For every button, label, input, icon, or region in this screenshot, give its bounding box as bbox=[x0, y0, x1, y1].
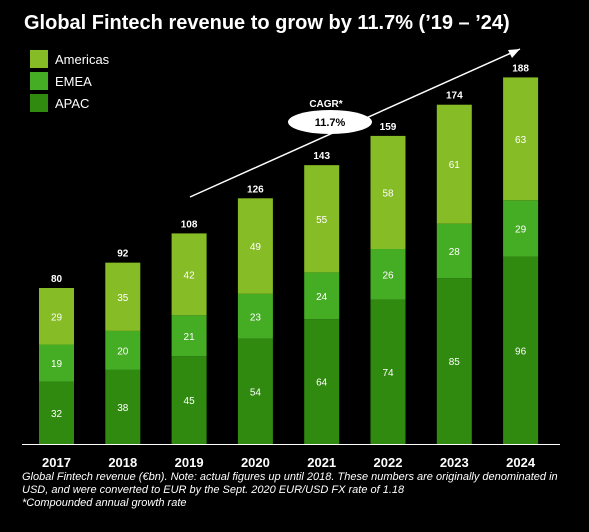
bar-label-emea-2023: 28 bbox=[449, 247, 461, 258]
chart-title: Global Fintech revenue to grow by 11.7% … bbox=[24, 12, 510, 34]
bar-label-americas-2020: 49 bbox=[250, 242, 262, 253]
total-label-2021: 143 bbox=[313, 151, 330, 162]
bar-label-americas-2018: 35 bbox=[117, 293, 129, 304]
bar-label-emea-2021: 24 bbox=[316, 292, 328, 303]
legend-swatch-emea bbox=[30, 72, 48, 90]
legend-label-apac: APAC bbox=[55, 95, 90, 111]
bar-americas-2019 bbox=[171, 233, 207, 316]
bar-apac-2018 bbox=[105, 369, 141, 444]
bar-apac-2020 bbox=[237, 338, 273, 444]
footnote-cagr: *Compounded annual growth rate bbox=[22, 497, 187, 509]
legend-item-emea: EMEA bbox=[30, 70, 109, 92]
x-tick-label-2021: 2021 bbox=[307, 455, 336, 470]
bar-emea-2023 bbox=[436, 223, 472, 279]
bar-label-apac-2022: 74 bbox=[382, 368, 394, 379]
x-tick-label-2022: 2022 bbox=[374, 455, 403, 470]
bar-label-americas-2022: 58 bbox=[382, 188, 394, 199]
bar-label-americas-2019: 42 bbox=[184, 270, 196, 281]
bar-emea-2018 bbox=[105, 330, 141, 370]
bar-label-apac-2020: 54 bbox=[250, 387, 262, 398]
bar-emea-2021 bbox=[304, 272, 340, 320]
total-label-2017: 80 bbox=[51, 274, 63, 285]
bar-americas-2021 bbox=[304, 165, 340, 273]
bar-label-americas-2017: 29 bbox=[51, 312, 63, 323]
footnotes: Global Fintech revenue (€bn). Note: actu… bbox=[22, 471, 582, 510]
bar-apac-2024 bbox=[503, 256, 539, 444]
cagr-value: 11.7% bbox=[315, 117, 346, 129]
bar-label-americas-2021: 55 bbox=[316, 215, 328, 226]
legend: Americas EMEA APAC bbox=[30, 48, 109, 114]
bar-label-americas-2024: 63 bbox=[515, 135, 527, 146]
bar-label-apac-2019: 45 bbox=[184, 396, 196, 407]
x-tick-label-2020: 2020 bbox=[241, 455, 270, 470]
bar-americas-2020 bbox=[237, 198, 273, 294]
bar-label-emea-2022: 26 bbox=[382, 270, 394, 281]
total-label-2024: 188 bbox=[512, 63, 529, 74]
bar-emea-2017 bbox=[39, 344, 74, 382]
bar-apac-2023 bbox=[436, 278, 472, 444]
total-label-2018: 92 bbox=[117, 249, 129, 260]
bar-americas-2023 bbox=[436, 104, 472, 224]
x-tick-label-2024: 2024 bbox=[506, 455, 536, 470]
legend-item-americas: Americas bbox=[30, 48, 109, 70]
x-tick-label-2023: 2023 bbox=[440, 455, 469, 470]
bar-emea-2022 bbox=[370, 249, 406, 300]
bar-apac-2017 bbox=[39, 381, 74, 444]
cagr-arrow-head bbox=[508, 49, 520, 58]
bar-label-apac-2024: 96 bbox=[515, 346, 527, 357]
total-label-2022: 159 bbox=[380, 122, 397, 133]
bar-label-apac-2021: 64 bbox=[316, 378, 328, 389]
cagr-label: CAGR* bbox=[309, 99, 342, 110]
bar-label-emea-2019: 21 bbox=[184, 332, 196, 343]
bar-label-emea-2018: 20 bbox=[117, 346, 129, 357]
bar-americas-2022 bbox=[370, 135, 406, 249]
bar-emea-2019 bbox=[171, 315, 207, 357]
bar-apac-2022 bbox=[370, 299, 406, 444]
bar-label-emea-2017: 19 bbox=[51, 359, 63, 370]
bar-americas-2024 bbox=[503, 77, 539, 201]
total-label-2020: 126 bbox=[247, 184, 264, 195]
bar-apac-2019 bbox=[171, 356, 207, 444]
bar-label-apac-2023: 85 bbox=[449, 357, 461, 368]
footnote-source: Global Fintech revenue (€bn). Note: actu… bbox=[22, 471, 558, 496]
bar-apac-2021 bbox=[304, 319, 340, 444]
legend-swatch-apac bbox=[30, 94, 48, 112]
bar-emea-2024 bbox=[503, 200, 539, 257]
bar-label-emea-2020: 23 bbox=[250, 312, 262, 323]
x-tick-label-2018: 2018 bbox=[108, 455, 137, 470]
x-tick-label-2019: 2019 bbox=[175, 455, 204, 470]
bar-label-apac-2017: 32 bbox=[51, 409, 63, 420]
total-label-2019: 108 bbox=[181, 219, 198, 230]
x-tick-label-2017: 2017 bbox=[42, 455, 71, 470]
total-label-2023: 174 bbox=[446, 91, 463, 102]
legend-item-apac: APAC bbox=[30, 92, 109, 114]
legend-swatch-americas bbox=[30, 50, 48, 68]
bar-americas-2018 bbox=[105, 262, 141, 331]
bar-label-apac-2018: 38 bbox=[117, 403, 129, 414]
legend-label-americas: Americas bbox=[55, 51, 110, 67]
bar-label-americas-2023: 61 bbox=[449, 160, 461, 171]
bar-label-emea-2024: 29 bbox=[515, 225, 527, 236]
bar-emea-2020 bbox=[237, 293, 273, 339]
bar-americas-2017 bbox=[39, 288, 74, 345]
legend-label-emea: EMEA bbox=[55, 73, 92, 89]
cagr-ellipse bbox=[288, 110, 372, 134]
